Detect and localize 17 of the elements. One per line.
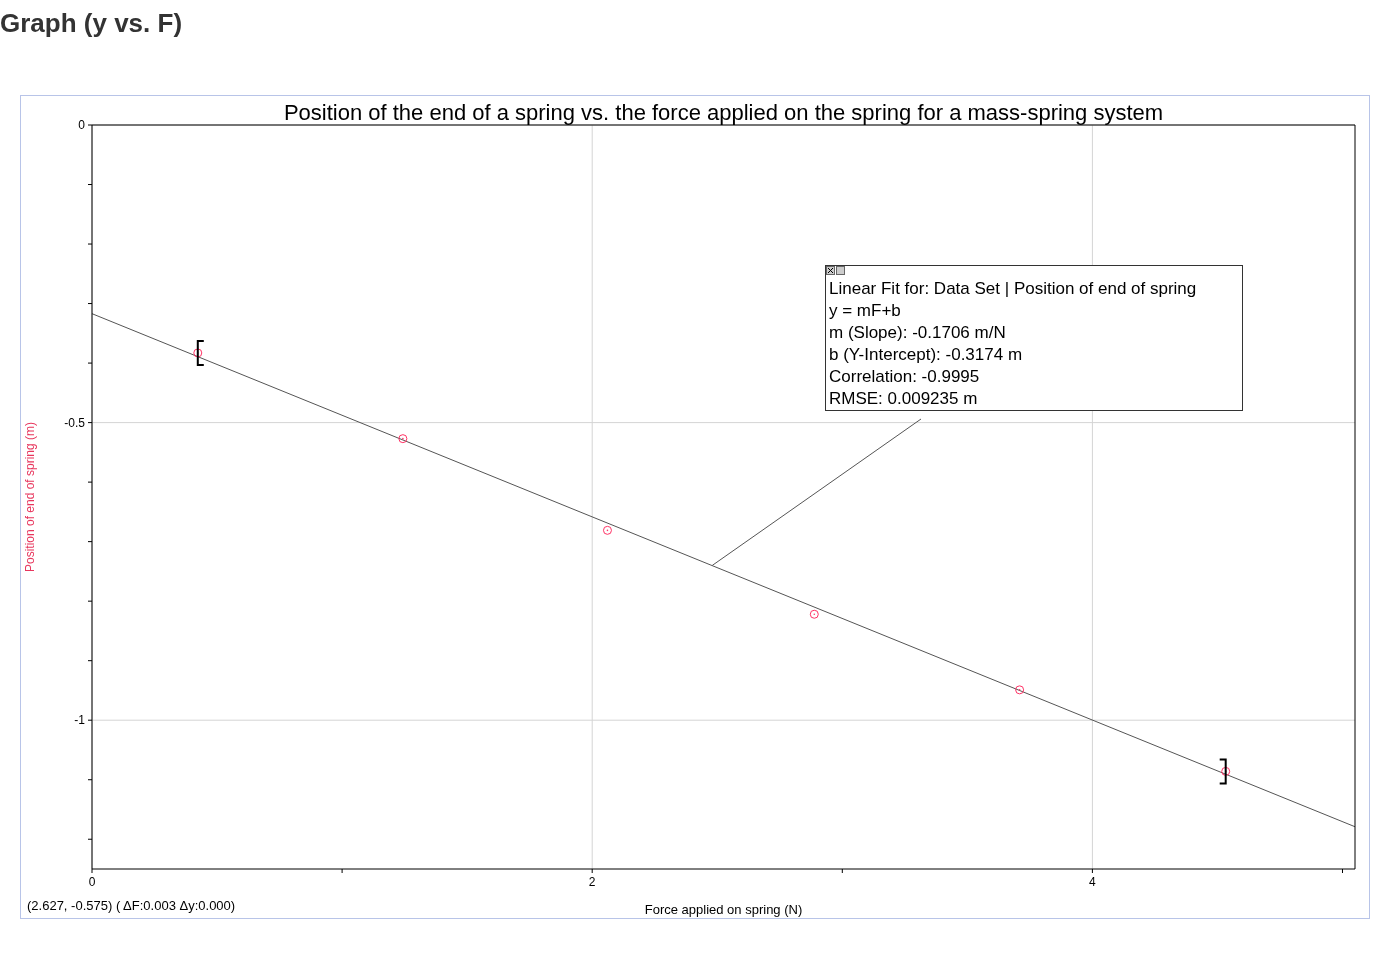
annotation: RMSE: 0.009235 m (829, 388, 979, 410)
annotation: b (Y-Intercept): -0.3174 m (829, 344, 1024, 366)
text: (2.627, -0.575) ( ΔF:0.003 Δy:0.000) (27, 898, 236, 913)
annotation: Linear Fit for: Data Set | Position of end of spring (829, 278, 1198, 300)
annotation: y = mF+b (829, 300, 902, 322)
y-axis-title: Position of end of spring (m) (23, 421, 38, 573)
chart-subtitle: Position of the end of a spring vs. the force applied on the spring for a mass-spring system (283, 100, 1164, 125)
annotation: m (Slope): -0.1706 m/N (829, 322, 1007, 344)
x-tick-label: 2 (588, 875, 596, 889)
x-tick-label: 0 (88, 875, 96, 889)
x-tick-label: 4 (1089, 875, 1097, 889)
y-tick-label: -0.5 (64, 415, 86, 430)
x-axis-title: Force applied on spring (N) (644, 902, 803, 917)
y-tick-label: 0 (78, 118, 86, 132)
y-tick-label: -1 (74, 713, 86, 728)
annotation: Correlation: -0.9995 (829, 366, 981, 388)
chart-title: Graph (y vs. F) (0, 8, 183, 39)
